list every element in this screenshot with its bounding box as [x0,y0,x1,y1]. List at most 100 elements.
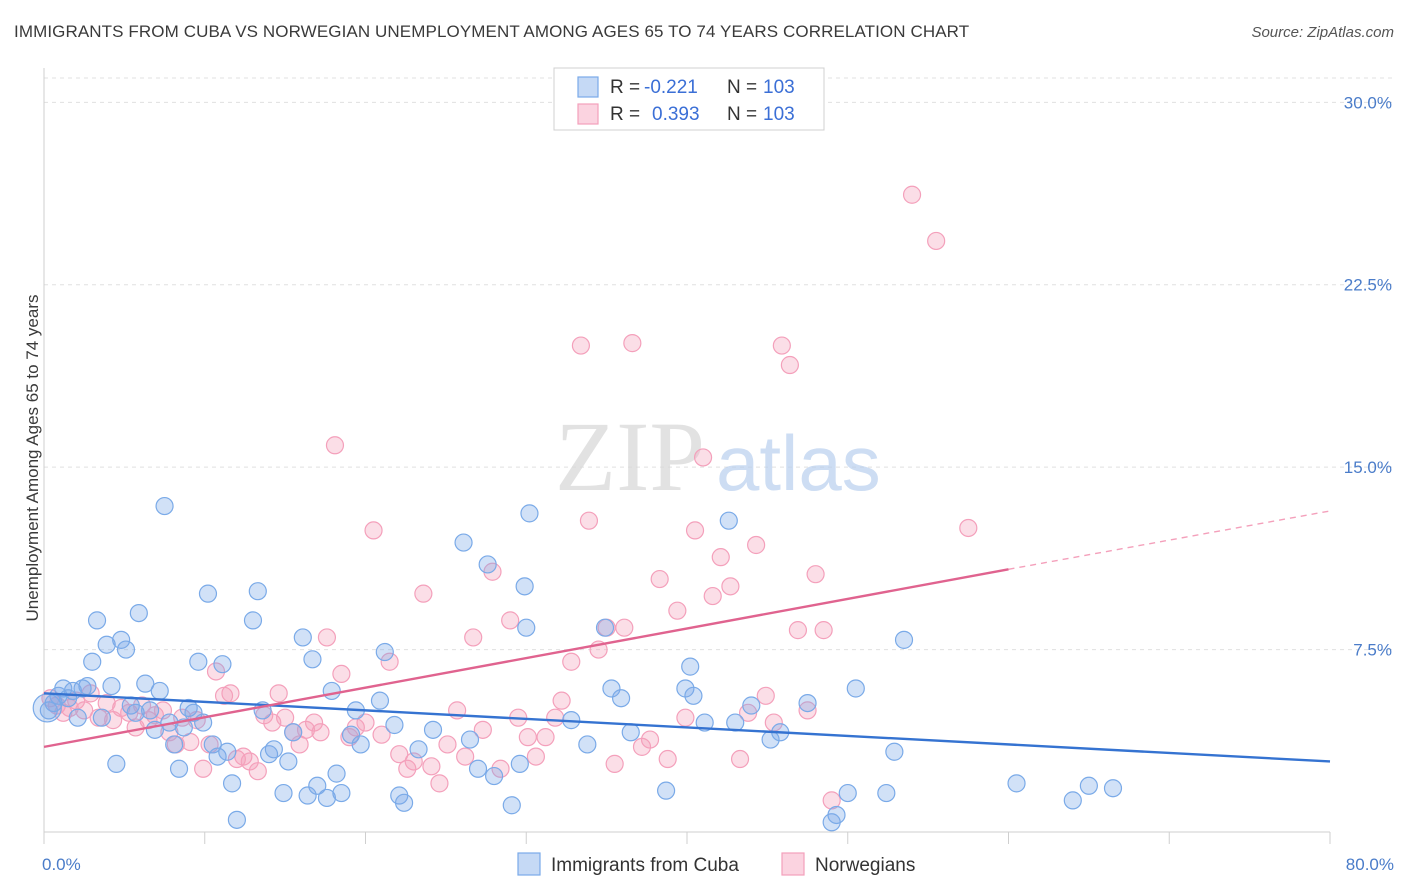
point-cuba [370,691,390,710]
point-cuba [78,676,97,696]
point-cuba [68,708,87,727]
point-norwegians [623,334,642,353]
point-cuba [126,703,145,722]
point-norwegians [317,628,337,647]
point-cuba [510,754,529,773]
point-cuba [107,754,126,773]
legend-n-label: N = [727,104,757,125]
point-norwegians [693,448,713,467]
point-norwegians [276,708,295,727]
point-norwegians [356,713,375,732]
point-cuba-large [32,693,62,723]
trend-line-norwegians [43,568,1009,749]
point-norwegians [390,745,409,764]
point-norwegians [364,521,383,540]
point-cuba [227,810,246,829]
y-axis-label: Unemployment Among Ages 65 to 74 years [23,295,42,622]
axes [43,68,1331,844]
chart-title: IMMIGRANTS FROM CUBA VS NORWEGIAN UNEMPL… [14,22,970,41]
point-cuba [317,788,337,808]
point-norwegians [640,730,660,749]
point-norwegians [650,569,669,589]
point-cuba [189,652,208,671]
point-cuba [129,603,148,623]
point-cuba [284,723,303,742]
point-cuba [602,679,621,698]
point-cuba [87,611,107,630]
point-cuba [222,774,242,793]
point-cuba [375,642,394,662]
point-norwegians [711,548,730,567]
point-norwegians [605,754,624,773]
point-norwegians [562,652,581,671]
point-norwegians [248,762,267,781]
point-norwegians [615,618,634,637]
point-cuba [341,725,361,744]
point-norwegians [372,725,391,744]
point-norwegians [721,577,740,596]
y-tick-label: 22.5% [1344,276,1392,295]
point-cuba [155,496,174,516]
point-cuba [169,759,189,778]
point-cuba [184,703,203,722]
point-cuba [73,679,92,698]
point-cuba [140,701,160,720]
point-cuba [385,715,404,735]
point-cuba [218,742,237,761]
point-cuba [92,708,111,727]
point-norwegians [194,759,213,778]
point-cuba [468,759,488,778]
point-cuba [517,618,536,637]
point-cuba [332,783,351,803]
point-cuba [798,693,817,713]
point-cuba [894,630,914,649]
point-norwegians [518,728,537,747]
point-cuba [595,618,615,637]
point-cuba [198,584,218,603]
point-norwegians [269,684,288,703]
point-norwegians [552,691,571,710]
point-cuba [279,752,298,771]
y-tick-labels: 7.5% 15.0% 22.5% 30.0% [1344,93,1392,659]
point-norwegians [747,535,766,555]
point-cuba [394,793,414,812]
point-cuba [248,582,267,601]
point-cuba [454,533,473,552]
point-norwegians [97,693,116,713]
y-tick-label: 15.0% [1344,458,1392,477]
point-cuba [742,696,761,715]
y-tick-label: 7.5% [1353,641,1392,660]
point-norwegians [822,791,841,810]
point-norwegians [430,774,449,793]
point-norwegians [579,511,599,530]
point-cuba [681,657,700,676]
point-cuba [274,783,293,803]
bottom-legend-label-norway: Norwegians [815,855,915,876]
legend-r-label: R = [610,77,640,98]
point-norwegians [380,652,399,671]
x-tick-label: 80.0% [1346,855,1394,874]
point-cuba [423,720,443,739]
point-norwegians [676,708,695,727]
point-cuba [578,735,597,754]
point-cuba [846,679,865,698]
point-norwegians [304,713,324,732]
point-cuba [174,718,193,737]
point-cuba [298,786,317,805]
point-norwegians [730,749,750,769]
point-cuba [1007,774,1026,793]
point-norwegians [756,686,775,705]
point-cuba [684,686,703,705]
point-cuba [303,650,322,669]
x-tick-labels: 0.0% 80.0% [42,855,1394,874]
bottom-legend-label-cuba: Immigrants from Cuba [551,855,739,876]
point-cuba [1103,779,1123,798]
legend-swatch-norway [577,103,599,125]
point-norwegians [473,720,492,739]
point-cuba [838,783,857,803]
point-norwegians [780,355,799,375]
point-cuba [243,611,263,630]
legend-n-label: N = [727,77,757,98]
point-cuba [150,681,169,701]
